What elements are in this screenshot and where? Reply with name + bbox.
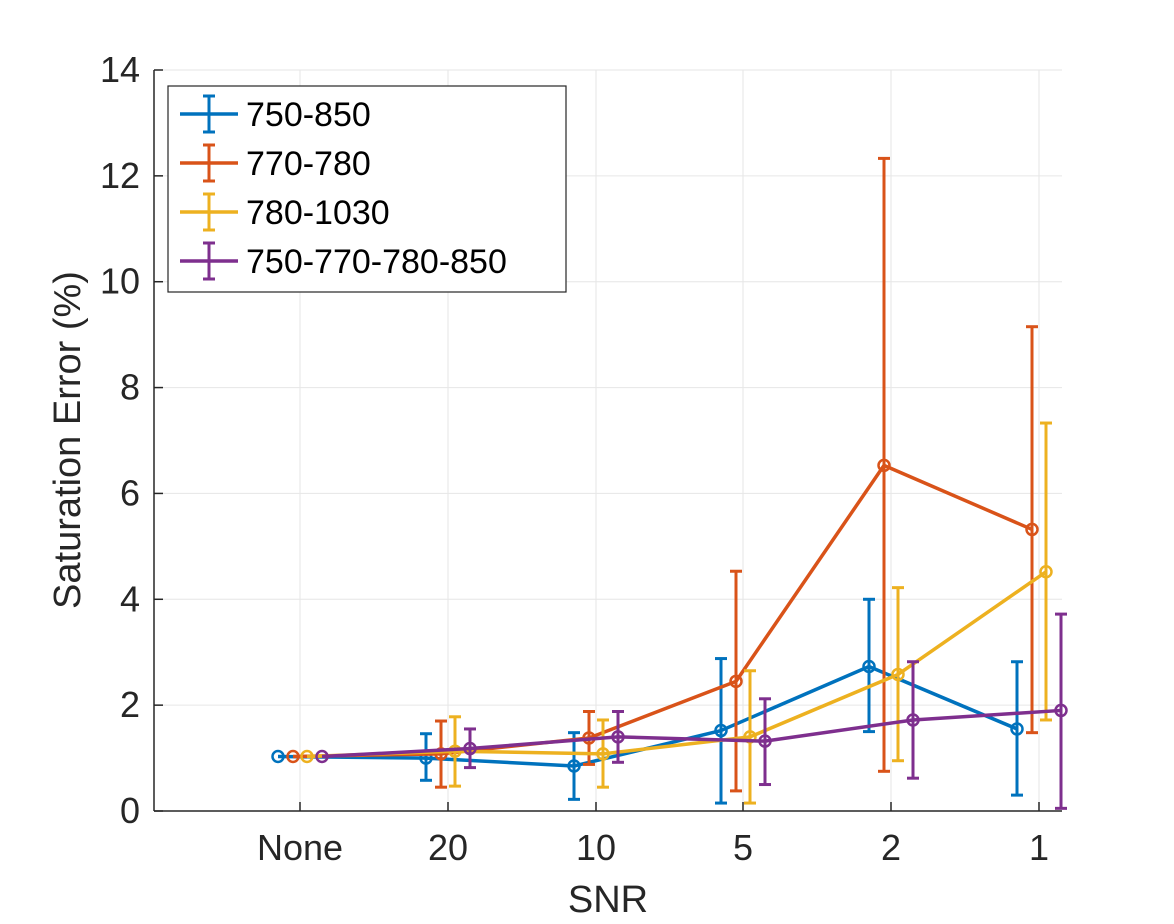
data-point <box>729 674 743 689</box>
data-point <box>611 730 625 744</box>
data-point <box>714 723 728 738</box>
y-tick-label: 2 <box>120 684 140 725</box>
y-tick-label: 12 <box>100 155 140 196</box>
data-point <box>1054 703 1068 718</box>
y-tick-label: 8 <box>120 367 140 408</box>
data-point <box>906 713 920 727</box>
x-tick-label: None <box>257 827 343 868</box>
data-point <box>1025 522 1039 537</box>
x-tick-label: 20 <box>428 827 468 868</box>
data-point <box>877 458 891 473</box>
data-point <box>463 741 477 756</box>
data-point <box>434 747 448 761</box>
data-point <box>758 734 772 748</box>
legend-item: 750-770-780-850 <box>180 241 507 281</box>
legend-box <box>167 85 567 293</box>
y-tick-label: 4 <box>120 578 140 619</box>
y-tick-label: 10 <box>100 261 140 302</box>
x-tick-label: 2 <box>881 827 901 868</box>
data-point <box>1010 722 1024 736</box>
legend-label: 770-780 <box>246 145 371 183</box>
legend-label: 750-770-780-850 <box>246 243 507 281</box>
y-tick-label: 0 <box>120 790 140 831</box>
data-point <box>271 749 285 764</box>
tick-labels: 0 2 4 6 8 10 12 14 None 20 10 5 2 1 <box>100 49 1049 868</box>
data-point <box>862 659 876 674</box>
legend-item: 770-780 <box>180 143 371 183</box>
data-point <box>286 749 300 764</box>
y-tick-label: 6 <box>120 472 140 513</box>
legend-label: 750-850 <box>246 96 371 134</box>
data-point <box>596 747 610 761</box>
data-point <box>1039 565 1053 579</box>
data-point <box>315 749 329 764</box>
data-point <box>891 667 905 682</box>
data-point <box>567 759 581 773</box>
x-tick-label: 5 <box>733 827 753 868</box>
x-tick-label: 1 <box>1029 827 1049 868</box>
series-750-770-780-850 <box>315 612 1068 810</box>
legend-item: 750-850 <box>180 94 371 134</box>
y-tick-label: 14 <box>100 49 140 90</box>
x-axis-title: SNR <box>568 879 648 921</box>
legend-label: 780-1030 <box>246 194 390 232</box>
legend-item: 780-1030 <box>180 192 390 232</box>
series-line <box>321 708 1062 759</box>
x-tick-label: 10 <box>576 827 616 868</box>
legend: 750-850 770-780 780-1030 750-770-780-850 <box>167 85 567 293</box>
data-point <box>300 749 314 764</box>
axes <box>153 69 1062 812</box>
y-axis-title: Saturation Error (%) <box>47 271 89 609</box>
series-layer <box>271 156 1068 810</box>
